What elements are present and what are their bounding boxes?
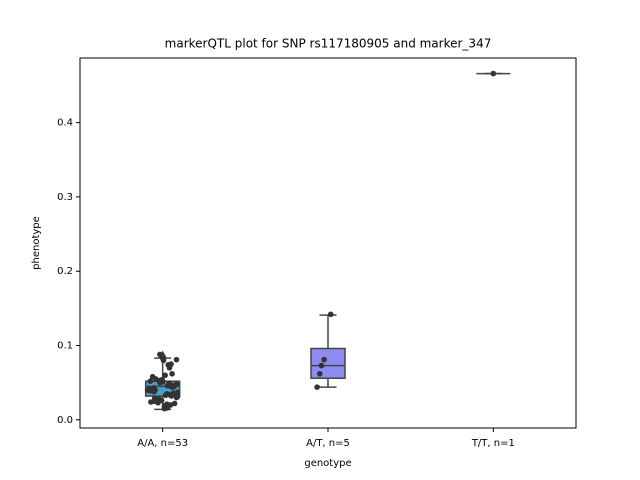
point bbox=[490, 70, 497, 77]
box bbox=[310, 347, 346, 379]
point bbox=[171, 400, 178, 407]
point bbox=[148, 399, 154, 405]
point bbox=[160, 357, 167, 364]
point bbox=[155, 399, 161, 406]
point bbox=[314, 384, 320, 390]
point bbox=[169, 370, 175, 377]
point bbox=[152, 376, 159, 382]
point bbox=[166, 365, 173, 371]
y-tick-label: 0.3 bbox=[57, 192, 73, 203]
point bbox=[157, 351, 163, 358]
y-tick-label: 0.0 bbox=[57, 415, 73, 426]
x-tick-label: A/A, n=53 bbox=[137, 438, 188, 449]
point bbox=[147, 378, 154, 384]
point bbox=[173, 394, 180, 401]
x-axis-label: genotype bbox=[304, 458, 351, 469]
point bbox=[321, 356, 327, 363]
point bbox=[317, 370, 323, 377]
point bbox=[157, 379, 163, 386]
point bbox=[318, 362, 325, 369]
x-tick-label: A/T, n=5 bbox=[306, 438, 350, 449]
chart-title: markerQTL plot for SNP rs117180905 and m… bbox=[165, 37, 492, 51]
point bbox=[168, 393, 175, 399]
point bbox=[161, 405, 168, 412]
y-tick-label: 0.2 bbox=[57, 266, 73, 277]
point bbox=[151, 388, 157, 395]
point bbox=[162, 372, 168, 379]
y-tick-label: 0.1 bbox=[57, 341, 73, 352]
x-tick-label: T/T, n=1 bbox=[471, 438, 515, 449]
point bbox=[173, 356, 180, 363]
axes-frame bbox=[79, 57, 577, 429]
y-tick-label: 0.4 bbox=[57, 118, 73, 129]
point bbox=[169, 384, 176, 390]
point bbox=[162, 392, 169, 399]
point bbox=[327, 311, 334, 318]
y-axis-label: phenotype bbox=[31, 216, 42, 270]
